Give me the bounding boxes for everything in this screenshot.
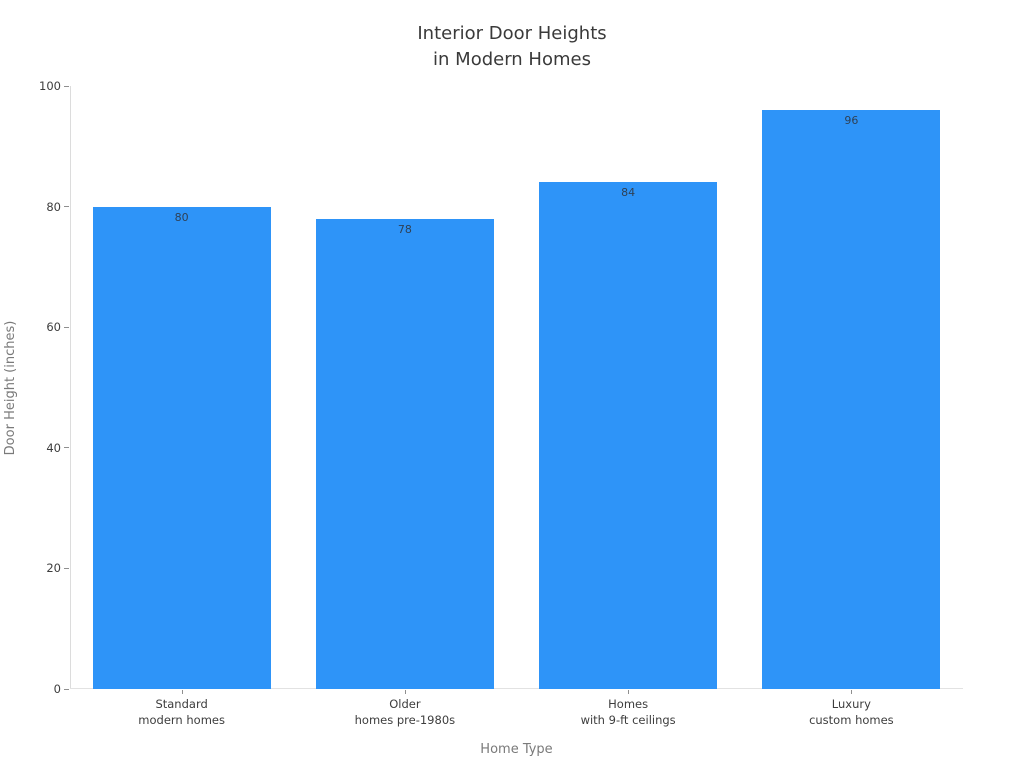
x-tick-label-line: Older <box>389 697 421 711</box>
x-axis-line <box>70 688 963 689</box>
y-tick-mark-0 <box>64 688 69 690</box>
bar-value-label-2: 84 <box>621 186 636 200</box>
x-tick-mark-1 <box>404 690 406 694</box>
y-tick-mark-60 <box>64 326 69 328</box>
x-tick-mark-3 <box>851 690 853 694</box>
x-tick-label-line: Homes <box>608 697 649 711</box>
chart-title-line1: Interior Door Heights <box>417 23 607 44</box>
bar-1 <box>315 218 494 689</box>
x-tick-mark-2 <box>628 690 630 694</box>
y-tick-mark-100 <box>64 85 69 87</box>
bar-value-label-1: 78 <box>397 222 412 236</box>
y-tick-label-0: 0 <box>53 682 61 696</box>
y-tick-mark-80 <box>64 206 69 208</box>
x-tick-label-1: Older homes pre-1980s <box>355 696 456 728</box>
plot-area: 0 20 40 60 80 100 80 78 84 96 Standard modern hom… <box>39 79 963 727</box>
y-tick-label-100: 100 <box>39 79 61 93</box>
x-tick-label-3: Luxury custom homes <box>809 696 894 728</box>
bar-value-label-0: 80 <box>174 210 189 224</box>
x-tick-label-0: Standard modern homes <box>138 696 225 728</box>
y-tick-mark-40 <box>64 447 69 449</box>
x-tick-label-line: with 9-ft ceilings <box>580 713 676 727</box>
bar-2 <box>539 182 718 689</box>
x-tick-label-line: Standard <box>155 697 208 711</box>
x-axis-title: Home Type <box>480 742 553 757</box>
bar-3 <box>762 110 941 689</box>
y-tick-label-40: 40 <box>46 440 61 455</box>
y-axis-title: Door Height (inches) <box>3 320 18 456</box>
chart-title-line2: in Modern Homes <box>433 49 591 70</box>
x-tick-label-line: custom homes <box>809 713 894 727</box>
y-axis-line <box>70 86 71 689</box>
x-tick-label-line: homes pre-1980s <box>354 713 456 727</box>
y-tick-mark-20 <box>64 567 69 569</box>
chart-title: Interior Door Heights in Modern Homes <box>0 21 1024 73</box>
x-tick-label-line: Luxury <box>831 697 871 711</box>
y-tick-label-60: 60 <box>46 320 61 335</box>
x-tick-mark-0 <box>181 690 183 694</box>
bar-0 <box>92 206 271 689</box>
x-tick-label-line: modern homes <box>138 713 225 727</box>
y-tick-label-20: 20 <box>46 561 61 576</box>
y-tick-label-80: 80 <box>46 199 61 214</box>
bar-value-label-3: 96 <box>844 114 859 128</box>
x-tick-label-2: Homes with 9-ft ceilings <box>581 696 676 728</box>
